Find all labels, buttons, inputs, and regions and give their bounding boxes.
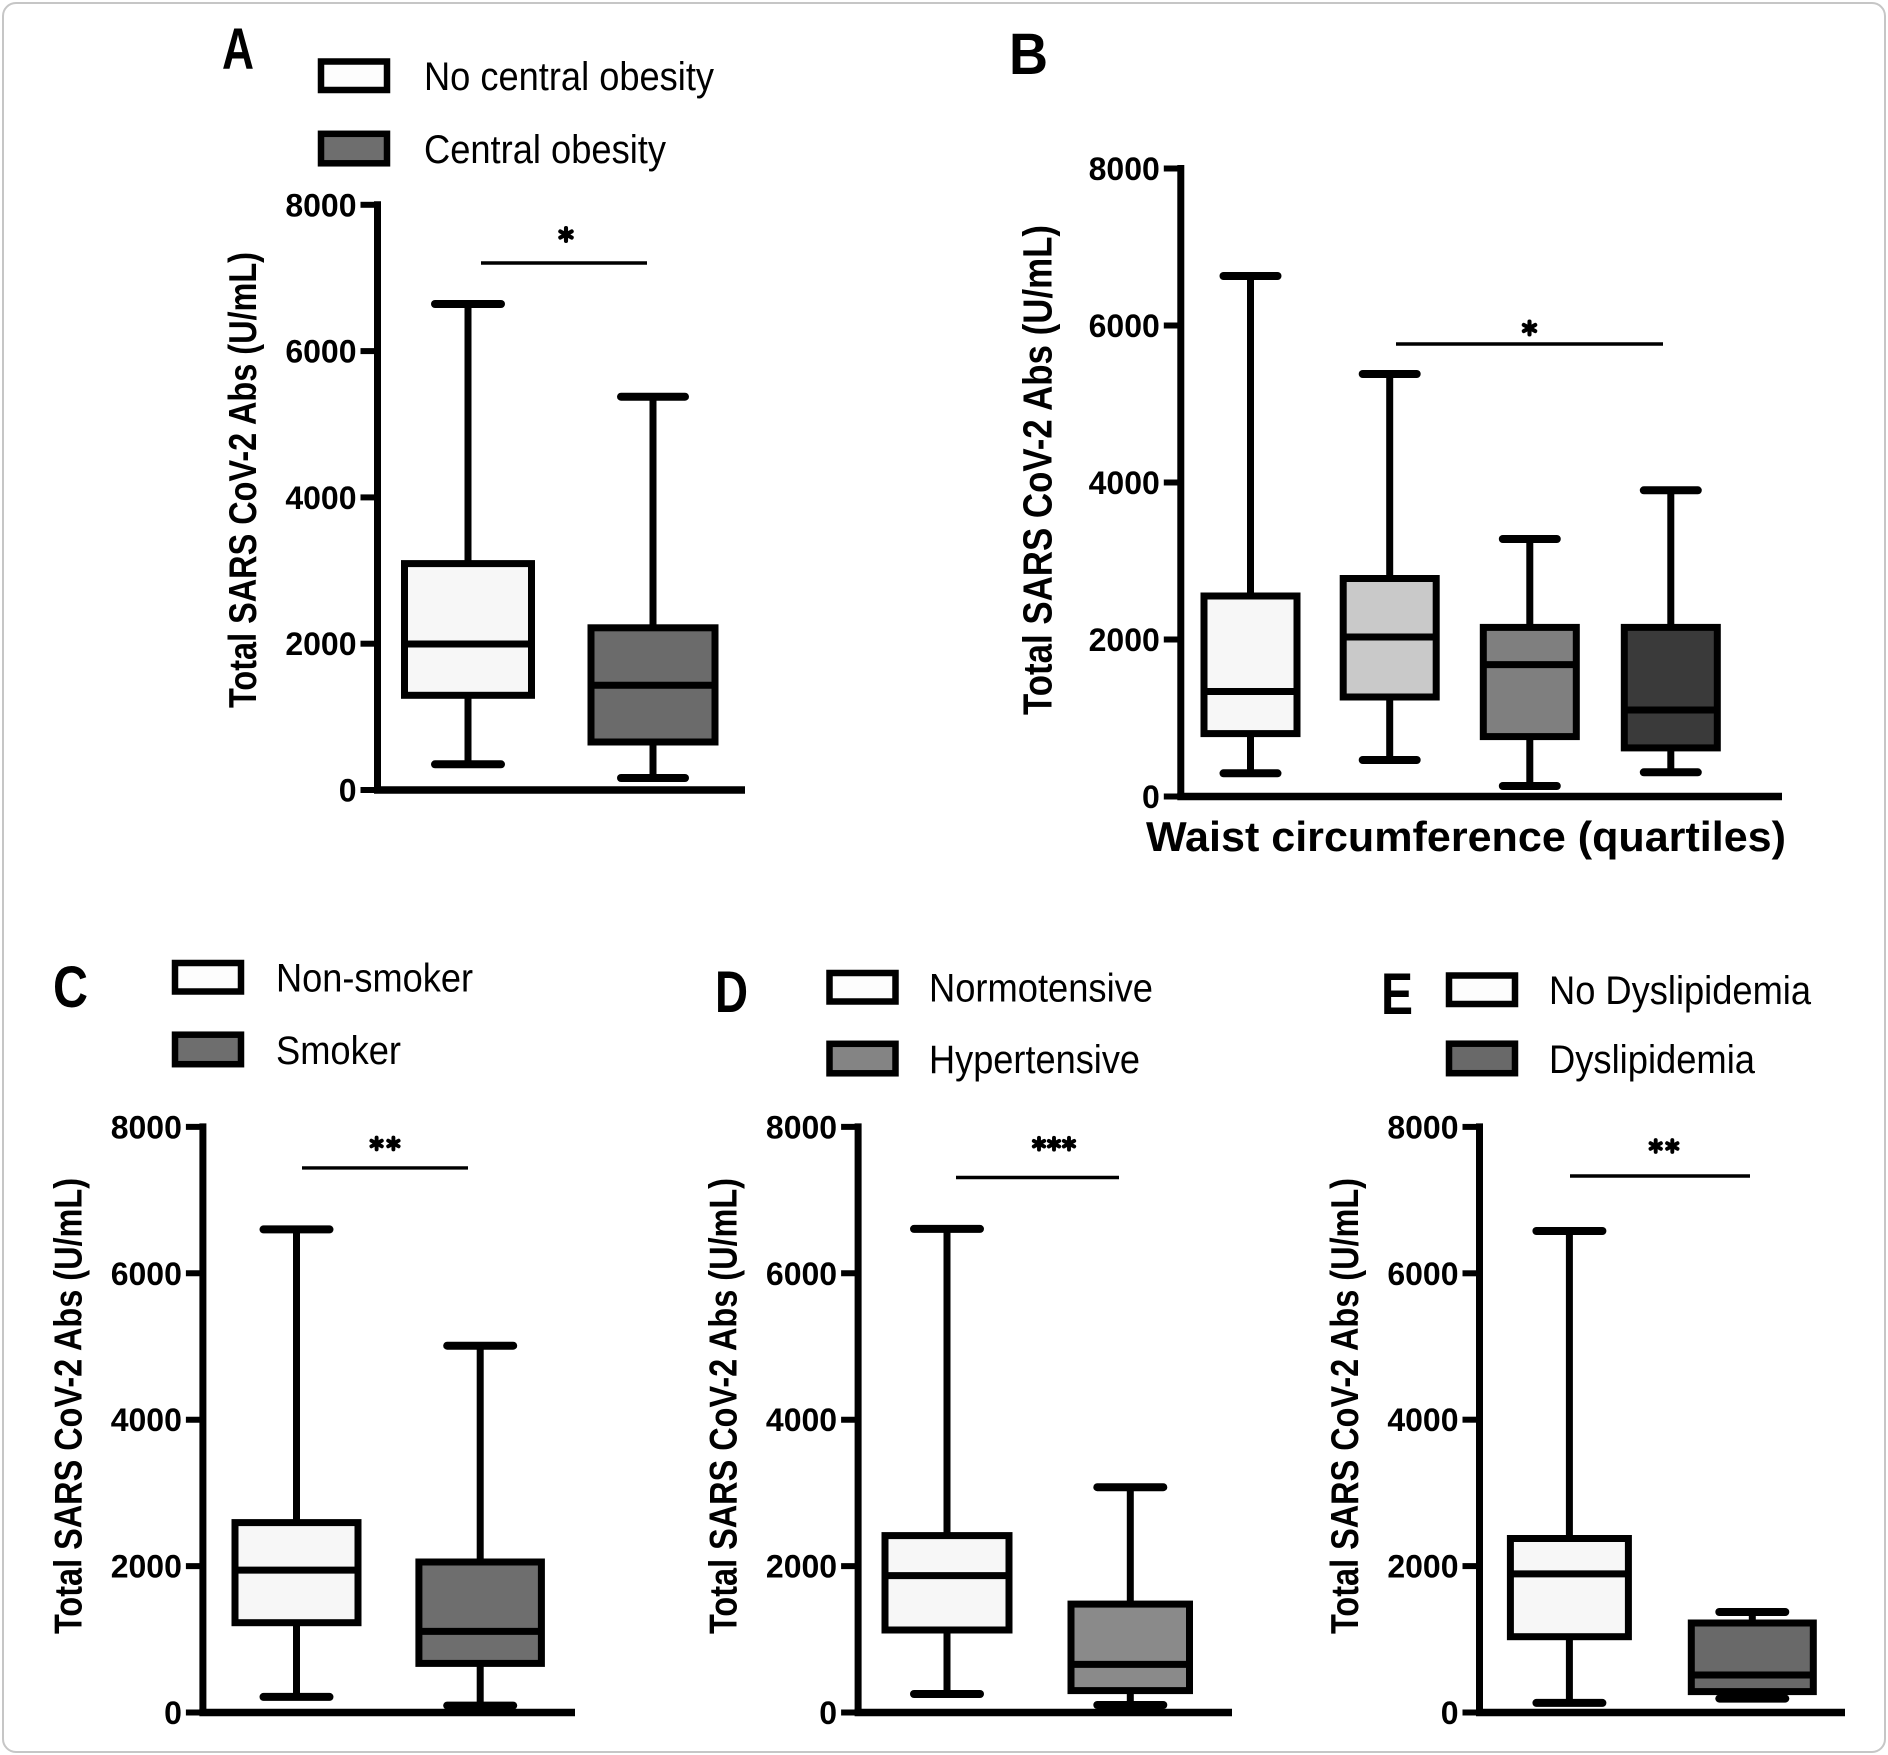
svg-text:Hypertensive: Hypertensive	[929, 1038, 1140, 1082]
svg-text:0: 0	[1142, 779, 1160, 815]
svg-text:C: C	[53, 955, 88, 1020]
svg-text:No central obesity: No central obesity	[424, 55, 714, 99]
svg-text:No Dyslipidemia: No Dyslipidemia	[1549, 969, 1812, 1013]
svg-text:6000: 6000	[1089, 308, 1160, 344]
svg-text:6000: 6000	[1387, 1256, 1458, 1292]
svg-text:Normotensive: Normotensive	[929, 967, 1153, 1011]
svg-text:6000: 6000	[111, 1256, 182, 1292]
svg-text:Total SARS CoV-2 Abs (U/mL): Total SARS CoV-2 Abs (U/mL)	[703, 1178, 746, 1634]
svg-text:8000: 8000	[1089, 151, 1160, 187]
svg-text:8000: 8000	[285, 187, 356, 223]
svg-text:Total SARS CoV-2 Abs (U/mL): Total SARS CoV-2 Abs (U/mL)	[1014, 225, 1060, 715]
svg-text:0: 0	[819, 1695, 837, 1731]
svg-text:Non-smoker: Non-smoker	[276, 957, 473, 1001]
svg-text:0: 0	[339, 773, 357, 809]
svg-text:4000: 4000	[285, 480, 356, 516]
svg-text:B: B	[1009, 22, 1048, 87]
svg-text:0: 0	[1441, 1695, 1459, 1731]
svg-text:2000: 2000	[766, 1549, 837, 1585]
svg-text:Central obesity: Central obesity	[424, 128, 666, 172]
svg-text:2000: 2000	[1387, 1549, 1458, 1585]
svg-text:4000: 4000	[766, 1402, 837, 1438]
svg-text:E: E	[1381, 962, 1413, 1027]
svg-text:4000: 4000	[1089, 465, 1160, 501]
svg-text:2000: 2000	[285, 626, 356, 662]
svg-text:8000: 8000	[111, 1109, 182, 1145]
svg-text:4000: 4000	[1387, 1402, 1458, 1438]
svg-text:D: D	[715, 960, 748, 1025]
svg-text:2000: 2000	[1089, 622, 1160, 658]
svg-text:Total SARS CoV-2 Abs (U/mL): Total SARS CoV-2 Abs (U/mL)	[222, 252, 265, 708]
svg-text:8000: 8000	[1387, 1109, 1458, 1145]
svg-text:6000: 6000	[285, 334, 356, 370]
svg-text:6000: 6000	[766, 1256, 837, 1292]
svg-text:Total SARS CoV-2 Abs (U/mL): Total SARS CoV-2 Abs (U/mL)	[47, 1178, 90, 1634]
svg-text:0: 0	[164, 1695, 182, 1731]
svg-text:Waist circumference (quartiles: Waist circumference (quartiles)	[1146, 813, 1786, 860]
svg-text:A: A	[222, 17, 254, 82]
svg-text:4000: 4000	[111, 1402, 182, 1438]
svg-text:2000: 2000	[111, 1549, 182, 1585]
svg-text:Total SARS CoV-2 Abs (U/mL): Total SARS CoV-2 Abs (U/mL)	[1324, 1178, 1367, 1634]
svg-text:Dyslipidemia: Dyslipidemia	[1549, 1038, 1756, 1082]
svg-text:8000: 8000	[766, 1109, 837, 1145]
svg-text:Smoker: Smoker	[276, 1029, 401, 1073]
